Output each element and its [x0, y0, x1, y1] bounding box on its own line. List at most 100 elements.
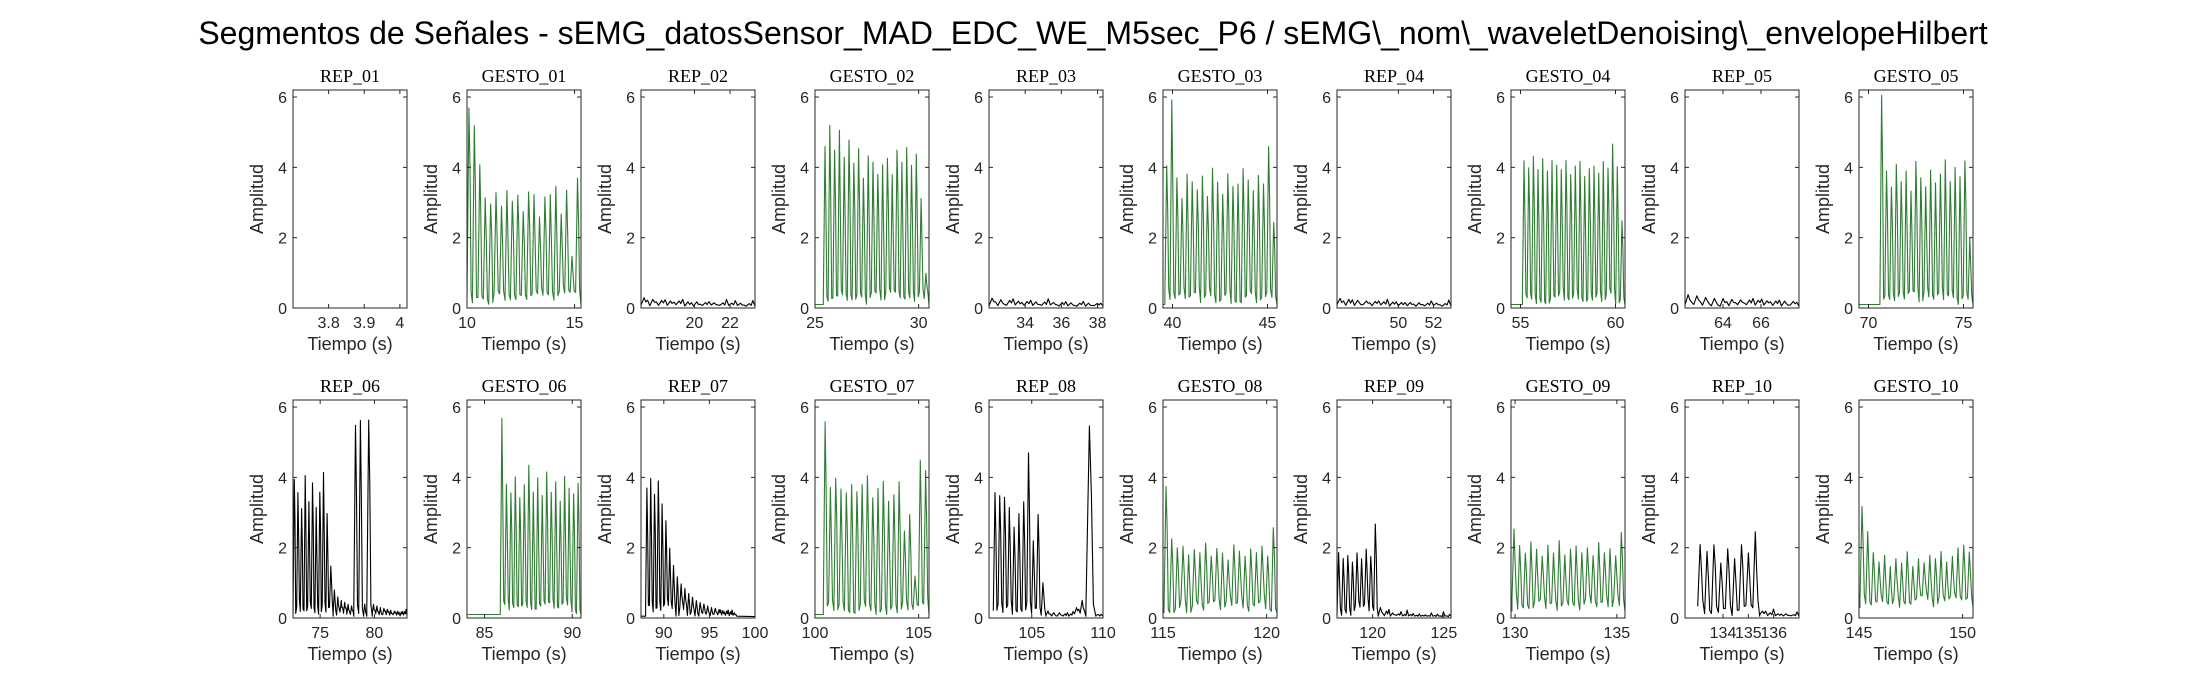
y-tick-label: 6 [1844, 90, 1853, 107]
x-tick-label: 3.8 [318, 315, 340, 332]
y-tick-label: 2 [626, 231, 635, 248]
x-tick-label: 36 [1052, 315, 1070, 332]
x-tick-label: 120 [1359, 625, 1386, 642]
y-tick-label: 6 [626, 90, 635, 107]
y-tick-label: 6 [1322, 400, 1331, 417]
y-tick-label: 2 [1496, 541, 1505, 558]
subplot-title: REP_07 [668, 376, 728, 396]
x-axis-label: Tiempo (s) [1699, 334, 1784, 354]
x-tick-label: 22 [721, 315, 739, 332]
series-line [1336, 523, 1452, 618]
x-axis-label: Tiempo (s) [481, 644, 566, 664]
x-tick-label: 20 [686, 315, 704, 332]
y-tick-label: 2 [1148, 541, 1157, 558]
y-tick-label: 0 [800, 611, 809, 628]
y-tick-label: 4 [278, 470, 287, 487]
axes-box [1684, 89, 1800, 309]
y-tick-label: 0 [626, 301, 635, 318]
y-tick-label: 2 [1844, 541, 1853, 558]
series-line [292, 419, 408, 617]
y-tick-label: 4 [452, 160, 461, 177]
series-line [1511, 528, 1626, 612]
x-tick-label: 45 [1259, 315, 1277, 332]
x-tick-label: 15 [566, 315, 584, 332]
y-tick-label: 4 [1670, 160, 1679, 177]
y-tick-label: 4 [1148, 160, 1157, 177]
y-axis-label: Amplitud [1639, 474, 1659, 544]
series-line [992, 425, 1104, 617]
subplot-title: GESTO_01 [482, 66, 567, 86]
axes-box [1336, 399, 1452, 619]
x-tick-label: 75 [1955, 315, 1973, 332]
x-axis-label: Tiempo (s) [1177, 644, 1262, 664]
y-axis-label: Amplitud [943, 474, 963, 544]
x-tick-label: 90 [655, 625, 673, 642]
y-axis-label: Amplitud [1465, 164, 1485, 234]
y-tick-label: 2 [1670, 231, 1679, 248]
x-tick-label: 120 [1253, 625, 1280, 642]
y-tick-label: 2 [1322, 541, 1331, 558]
y-tick-label: 6 [1670, 400, 1679, 417]
series-line [641, 477, 756, 618]
subplot-gesto-02: GESTO_02 0 2 4 6 25 30 Tiempo (s) Amplitud [769, 66, 930, 354]
x-tick-label: 135 [1604, 625, 1631, 642]
x-tick-label: 115 [1150, 625, 1176, 642]
series-line [988, 297, 1104, 307]
x-tick-label: 100 [742, 625, 769, 642]
x-tick-label: 95 [701, 625, 719, 642]
axes-box [988, 399, 1104, 619]
y-tick-label: 4 [1844, 470, 1853, 487]
series-line [815, 421, 930, 616]
subplot-gesto-06: GESTO_06 0 2 4 6 85 90 Tiempo (s) Amplitud [421, 376, 582, 664]
series-line [467, 417, 582, 616]
y-tick-label: 2 [974, 231, 983, 248]
y-tick-label: 2 [452, 541, 461, 558]
x-axis-label: Tiempo (s) [307, 644, 392, 664]
axes-box [814, 399, 930, 619]
x-tick-label: 10 [458, 315, 476, 332]
subplot-rep-09: REP_09 0 2 4 6 120 125 Tiempo (s) Amplitud [1291, 376, 1457, 664]
x-tick-label: 105 [1018, 625, 1045, 642]
axes-box [640, 89, 756, 309]
y-tick-label: 6 [278, 400, 287, 417]
x-axis-label: Tiempo (s) [1351, 334, 1436, 354]
subplot-gesto-08: GESTO_08 0 2 4 6 115 120 Tiempo (s) Amplitud [1117, 376, 1280, 664]
x-axis-label: Tiempo (s) [307, 334, 392, 354]
x-tick-label: 34 [1016, 315, 1034, 332]
axes-box [988, 89, 1104, 309]
x-axis-label: Tiempo (s) [1177, 334, 1262, 354]
y-tick-label: 4 [452, 470, 461, 487]
y-tick-label: 0 [800, 301, 809, 318]
x-tick-label: 134 [1710, 625, 1737, 642]
subplot-title: GESTO_04 [1526, 66, 1611, 86]
subplot-rep-06: REP_06 0 2 4 6 75 80 Tiempo (s) Amplitud [247, 376, 408, 664]
series-line [1684, 294, 1800, 307]
subplot-gesto-07: GESTO_07 0 2 4 6 100 105 Tiempo (s) Amplitud [769, 376, 932, 664]
x-tick-label: 25 [806, 315, 824, 332]
y-axis-label: Amplitud [1291, 164, 1311, 234]
axes-box [1162, 89, 1278, 309]
subplot-title: GESTO_09 [1526, 376, 1611, 396]
x-axis-label: Tiempo (s) [1699, 644, 1784, 664]
y-tick-label: 4 [974, 470, 983, 487]
y-axis-label: Amplitud [247, 164, 267, 234]
axes-box [292, 89, 408, 309]
x-tick-label: 40 [1164, 315, 1182, 332]
y-tick-label: 2 [1322, 231, 1331, 248]
y-tick-label: 0 [452, 301, 461, 318]
y-tick-label: 4 [1148, 470, 1157, 487]
x-axis-label: Tiempo (s) [829, 334, 914, 354]
y-axis-label: Amplitud [595, 164, 615, 234]
y-tick-label: 2 [1148, 231, 1157, 248]
y-tick-label: 6 [1322, 90, 1331, 107]
subplot-title: GESTO_05 [1874, 66, 1959, 86]
x-tick-label: 75 [311, 625, 329, 642]
axes-box [1684, 399, 1800, 619]
subplot-rep-02: REP_02 0 2 4 6 20 22 Tiempo (s) Amplitud [595, 66, 756, 354]
y-tick-label: 6 [1844, 400, 1853, 417]
x-tick-label: 70 [1860, 315, 1878, 332]
y-tick-label: 4 [1496, 470, 1505, 487]
subplot-title: REP_04 [1364, 66, 1424, 86]
x-tick-label: 110 [1090, 625, 1116, 642]
